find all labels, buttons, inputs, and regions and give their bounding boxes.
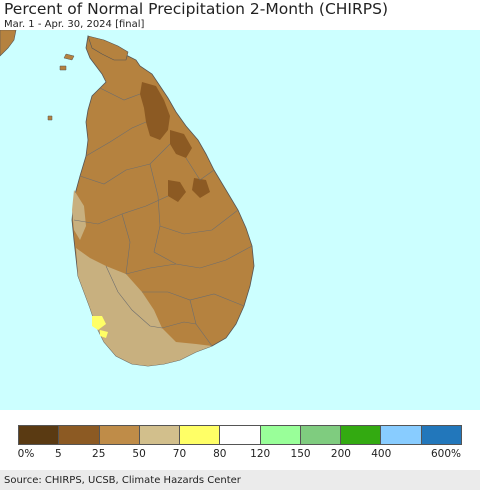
legend-label: 200 <box>330 448 351 460</box>
island <box>47 115 53 121</box>
near-normal-patch-2 <box>100 330 108 338</box>
legend-swatch-10 <box>421 426 461 444</box>
north-central-dry-zone <box>170 130 192 158</box>
legend-swatch-8 <box>341 426 382 444</box>
district-boundaries <box>73 87 253 347</box>
legend-label: 70 <box>172 448 187 460</box>
precipitation-map <box>0 30 480 410</box>
legend-swatch-4 <box>180 426 221 444</box>
legend-swatch-1 <box>59 426 100 444</box>
legend-label: 150 <box>290 448 311 460</box>
southwest-zone <box>76 248 212 366</box>
legend-label: 0% <box>17 448 35 460</box>
jaffna-peninsula <box>87 35 129 61</box>
west-coast-strip <box>72 190 86 240</box>
legend-label: 50 <box>132 448 146 460</box>
east-dry-patch <box>168 180 186 202</box>
legend-label: 120 <box>250 448 271 460</box>
source-text: Source: CHIRPS, UCSB, Climate Hazards Ce… <box>4 475 241 486</box>
legend-labels: 0% 5 25 50 70 80 120 150 200 400 600% <box>0 448 480 462</box>
legend-swatch-5 <box>220 426 261 444</box>
legend-color-bar <box>18 425 462 445</box>
legend-swatch-6 <box>260 426 301 444</box>
map-subtitle: Mar. 1 - Apr. 30, 2024 [final] <box>4 19 145 30</box>
legend-label: 80 <box>213 448 227 460</box>
north-dry-zone <box>140 82 170 140</box>
map-title: Percent of Normal Precipitation 2-Month … <box>4 0 388 18</box>
island <box>63 53 75 61</box>
near-normal-patch <box>92 316 106 330</box>
legend-label: 25 <box>92 448 106 460</box>
legend-label: 5 <box>55 448 62 460</box>
legend-swatch-9 <box>381 426 422 444</box>
legend-swatch-7 <box>300 426 342 444</box>
legend-label: 600% <box>430 448 462 460</box>
legend-label: 400 <box>371 448 392 460</box>
india-coast <box>0 30 17 57</box>
legend-swatch-3 <box>139 426 181 444</box>
island <box>59 65 67 71</box>
map-area <box>0 30 480 410</box>
legend-swatch-2 <box>99 426 140 444</box>
east-dry-patch-2 <box>192 178 210 198</box>
source-footer: Source: CHIRPS, UCSB, Climate Hazards Ce… <box>0 470 480 490</box>
legend-swatch-0 <box>19 426 60 444</box>
